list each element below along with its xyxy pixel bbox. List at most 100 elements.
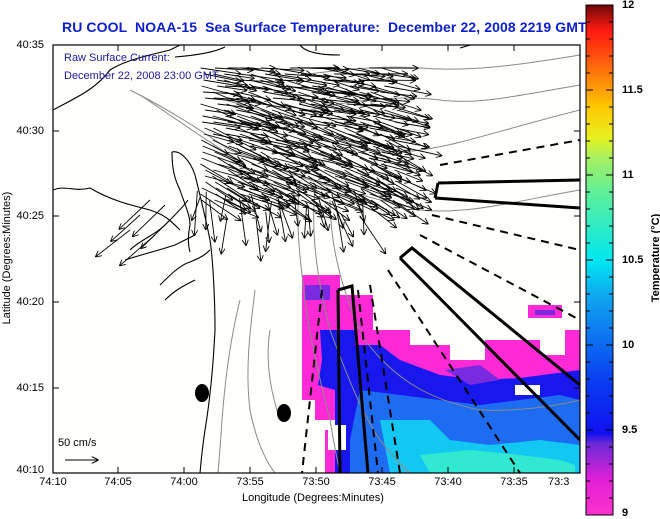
current-vector (297, 121, 330, 126)
current-vector (133, 204, 166, 236)
current-vector (205, 97, 249, 102)
current-vector (344, 157, 389, 179)
current-vector (381, 151, 414, 159)
current-vector (204, 109, 233, 114)
current-vector (263, 91, 296, 98)
current-vector (360, 121, 401, 136)
current-vector (264, 73, 302, 80)
current-vector (288, 169, 317, 188)
current-vector (335, 91, 372, 97)
current-vector (369, 127, 405, 135)
current-vector (289, 151, 322, 164)
current-vector (141, 219, 171, 248)
current-vector (393, 163, 420, 175)
current-vector (346, 115, 380, 122)
current-vector (240, 193, 283, 208)
current-vector (213, 121, 252, 128)
current-vector (217, 85, 246, 90)
current-vector (273, 73, 311, 80)
current-vector (392, 199, 428, 224)
current-vector (221, 217, 228, 254)
x-tick-label: 73:50 (302, 476, 330, 488)
current-vector (260, 121, 306, 134)
current-vector (334, 175, 367, 186)
current-vector (384, 85, 431, 94)
current-vector (214, 181, 247, 201)
current-vector (262, 103, 291, 109)
current-vector (301, 157, 346, 176)
current-vector (260, 79, 290, 89)
current-vector (384, 139, 411, 154)
current-vector (215, 68, 253, 70)
current-vector (311, 103, 344, 110)
current-vector (240, 169, 275, 191)
current-vector (370, 91, 398, 102)
current-vector (213, 73, 243, 81)
current-vector (213, 169, 254, 181)
current-vector (262, 115, 290, 127)
current-vector (214, 199, 259, 217)
current-vector (261, 193, 290, 206)
current-vector (228, 97, 261, 104)
current-vector (297, 91, 328, 102)
current-vector (384, 109, 418, 121)
current-vector (297, 151, 325, 165)
current-vector (266, 201, 272, 251)
current-vector (320, 139, 351, 146)
current-vector (212, 139, 241, 153)
current-vector (368, 157, 409, 167)
current-vector (204, 133, 233, 142)
current-vector (209, 200, 215, 241)
current-vector (333, 109, 365, 114)
current-vector (310, 79, 339, 85)
x-axis-title: Longitude (Degrees:Minutes) (242, 492, 384, 504)
y-tick-label: 40:35 (16, 39, 44, 51)
axis-ticks (53, 44, 580, 474)
current-vector (224, 73, 254, 78)
current-vector (380, 163, 413, 172)
current-vector (370, 199, 395, 215)
current-vector (259, 175, 290, 188)
current-vector (204, 175, 244, 187)
current-vector (202, 121, 239, 128)
current-vector (323, 121, 364, 130)
current-vector (236, 187, 266, 198)
current-vector (372, 97, 409, 102)
current-vector (324, 80, 359, 83)
x-tick-label: 74:10 (39, 476, 67, 488)
current-vector (395, 187, 431, 202)
current-vector (394, 121, 430, 128)
current-vectors (96, 68, 442, 266)
current-vector (312, 85, 350, 93)
current-vector (287, 85, 335, 95)
y-tick-label: 40:20 (16, 296, 44, 308)
current-vector (370, 103, 406, 108)
current-vector (321, 193, 361, 209)
current-vector (323, 145, 358, 154)
x-tick-label: 73:35 (500, 476, 528, 488)
current-vector (217, 103, 254, 108)
current-vector (380, 127, 412, 135)
current-vector (373, 163, 401, 182)
current-vector (297, 79, 327, 85)
current-vector (271, 109, 313, 124)
colorbar-tick-label: 10 (622, 339, 635, 351)
current-vector (251, 85, 287, 92)
current-vector (223, 109, 270, 124)
current-vector (200, 67, 241, 74)
current-vector (277, 198, 292, 238)
current-vector (392, 139, 430, 147)
y-tick-label: 40:10 (16, 464, 44, 476)
current-vector (393, 175, 436, 194)
current-vector (370, 85, 414, 99)
current-vector (96, 229, 131, 257)
current-vector (380, 193, 415, 216)
current-vector (273, 181, 300, 196)
current-vector (315, 202, 324, 227)
current-vector (380, 199, 406, 219)
buoy-marker (277, 404, 291, 422)
map-title: RU COOL NOAA-15 Sea Surface Temperature:… (62, 19, 587, 35)
current-vector (347, 181, 391, 198)
current-vector (265, 145, 303, 166)
current-vector (304, 205, 306, 238)
